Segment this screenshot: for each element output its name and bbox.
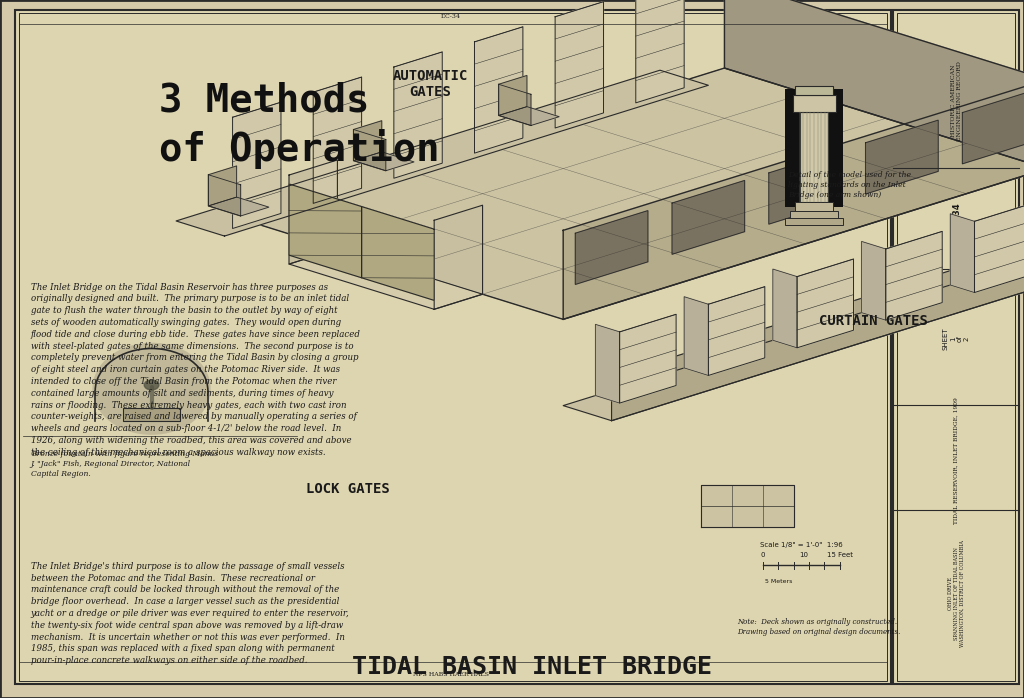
Text: The Inlet Bridge on the Tidal Basin Reservoir has three purposes as
originally d: The Inlet Bridge on the Tidal Basin Rese… <box>31 283 360 457</box>
Text: The Inlet Bridge's third purpose is to allow the passage of small vessels
betwee: The Inlet Bridge's third purpose is to a… <box>31 562 349 665</box>
Polygon shape <box>289 160 338 264</box>
Polygon shape <box>209 197 269 216</box>
Bar <box>790 211 839 218</box>
Polygon shape <box>963 90 1024 164</box>
Bar <box>897 13 1015 681</box>
Polygon shape <box>232 102 281 228</box>
Polygon shape <box>773 269 797 348</box>
Polygon shape <box>361 207 434 300</box>
Bar <box>785 89 843 207</box>
Polygon shape <box>950 214 975 292</box>
Polygon shape <box>975 204 1024 292</box>
Polygon shape <box>769 150 842 224</box>
Polygon shape <box>555 1 603 128</box>
Polygon shape <box>313 77 361 203</box>
Polygon shape <box>289 249 482 309</box>
Polygon shape <box>499 84 530 126</box>
Bar <box>796 202 833 211</box>
Text: HISTORIC AMERICAN
ENGINEERING RECORD: HISTORIC AMERICAN ENGINEERING RECORD <box>951 61 962 141</box>
Bar <box>800 112 828 202</box>
Text: SHEET
1
of
2: SHEET 1 of 2 <box>943 327 970 350</box>
Polygon shape <box>861 242 886 320</box>
Bar <box>793 96 836 112</box>
Polygon shape <box>499 107 559 126</box>
Bar <box>123 408 180 422</box>
Polygon shape <box>672 181 744 254</box>
Text: OHIO DRIVE
SPANNING INLET OF TIDAL BASIN
WASHINGTON, DISTRICT OF COLUMBIA: OHIO DRIVE SPANNING INLET OF TIDAL BASIN… <box>948 540 965 647</box>
Polygon shape <box>684 297 709 376</box>
Bar <box>785 218 843 225</box>
Polygon shape <box>620 314 676 403</box>
Text: LOCK GATES: LOCK GATES <box>306 482 390 496</box>
Bar <box>15 10 891 684</box>
Polygon shape <box>709 287 765 376</box>
Text: Bronze fountain with figure representing Manus
J. "Jack" Fish, Regional Director: Bronze fountain with figure representing… <box>31 450 218 478</box>
Bar <box>19 13 887 681</box>
Polygon shape <box>353 121 382 161</box>
Text: 3 Methods
of Operation: 3 Methods of Operation <box>159 82 439 170</box>
Polygon shape <box>865 120 938 194</box>
Polygon shape <box>611 223 1024 421</box>
Polygon shape <box>434 205 482 309</box>
Polygon shape <box>596 325 620 403</box>
Polygon shape <box>474 27 523 153</box>
Text: 0: 0 <box>761 552 765 558</box>
Text: CURTAIN GATES: CURTAIN GATES <box>819 314 928 328</box>
Text: AUTOMATIC
GATES: AUTOMATIC GATES <box>392 68 468 99</box>
Text: 10: 10 <box>800 552 808 558</box>
Polygon shape <box>241 68 1024 320</box>
Polygon shape <box>499 75 527 115</box>
Text: 5 Meters: 5 Meters <box>765 579 792 584</box>
Text: Scale 1/8" = 1'-0"  1:96: Scale 1/8" = 1'-0" 1:96 <box>761 542 843 548</box>
Polygon shape <box>701 485 794 527</box>
Polygon shape <box>725 0 1024 169</box>
Bar <box>796 87 833 96</box>
Text: TIDAL BASIN INLET BRIDGE: TIDAL BASIN INLET BRIDGE <box>352 655 713 678</box>
Text: NPS HABS HAER HALS: NPS HABS HAER HALS <box>413 672 488 678</box>
Bar <box>893 10 1019 684</box>
Text: Note:  Deck shown as originally constructed.
Drawing based on original design do: Note: Deck shown as originally construct… <box>737 618 901 636</box>
Polygon shape <box>209 166 237 206</box>
Polygon shape <box>886 231 942 320</box>
Text: 15 Feet: 15 Feet <box>826 552 853 558</box>
Polygon shape <box>353 130 386 171</box>
Polygon shape <box>176 70 709 236</box>
Polygon shape <box>394 52 442 178</box>
Ellipse shape <box>92 343 211 435</box>
Text: TIDAL RESERVOIR, INLET BRIDGE, 1909: TIDAL RESERVOIR, INLET BRIDGE, 1909 <box>954 397 958 524</box>
Polygon shape <box>563 253 1024 421</box>
Text: DC-34: DC-34 <box>440 13 461 19</box>
Text: DC-34: DC-34 <box>952 202 961 231</box>
Text: Detail of the model used for the
lighting standards on the Inlet
Bridge (one arm: Detail of the model used for the lightin… <box>788 171 911 199</box>
Polygon shape <box>797 259 854 348</box>
Circle shape <box>144 380 159 390</box>
Polygon shape <box>563 80 1024 320</box>
Polygon shape <box>636 0 684 103</box>
Polygon shape <box>575 211 648 284</box>
Polygon shape <box>289 184 361 278</box>
Polygon shape <box>209 174 241 216</box>
Polygon shape <box>353 152 414 171</box>
